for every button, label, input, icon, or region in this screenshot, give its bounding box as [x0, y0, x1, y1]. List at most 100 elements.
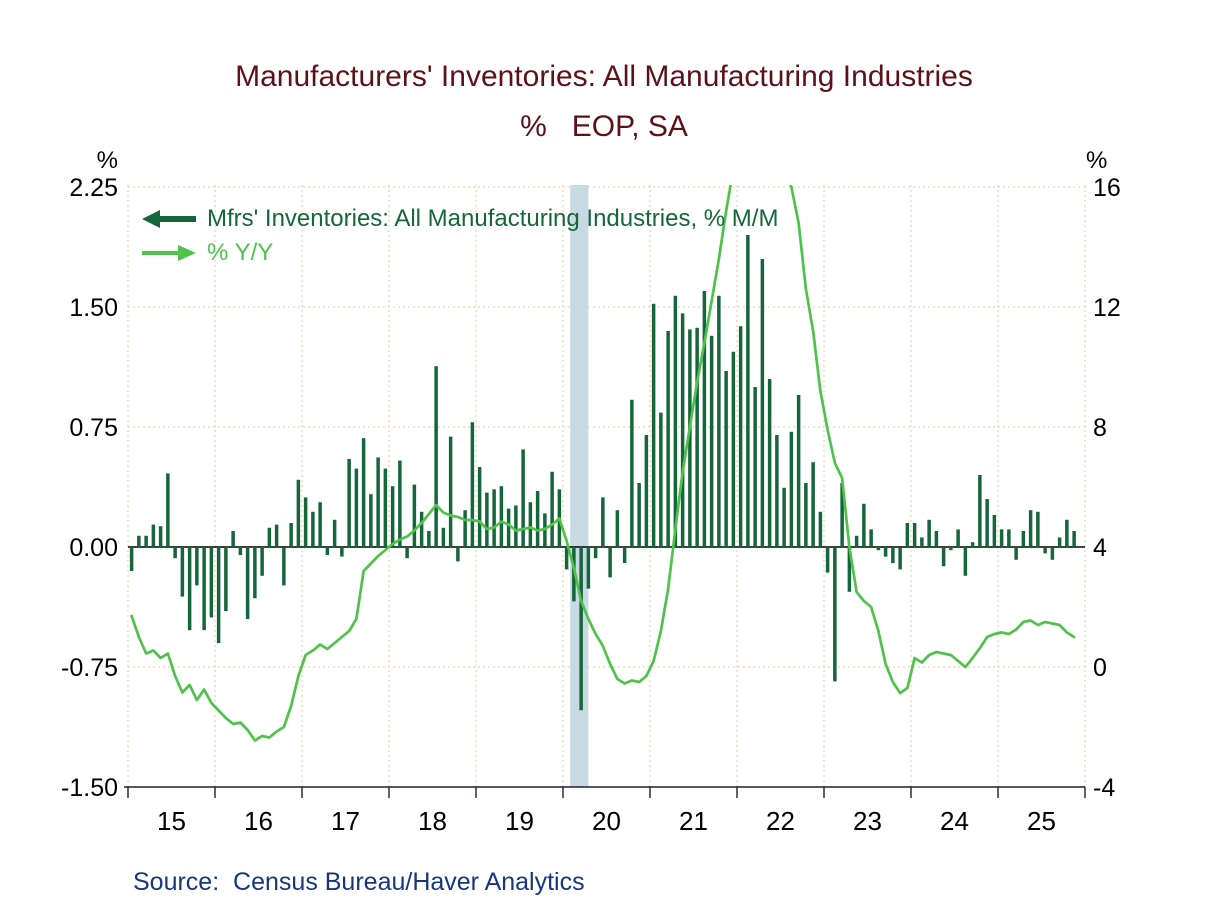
mm-bar — [303, 497, 308, 547]
x-axis-tick-label: 19 — [505, 806, 534, 836]
mm-bar — [883, 547, 888, 557]
mm-bar — [963, 547, 968, 576]
right-axis-tick-label: 12 — [1093, 294, 1121, 322]
mm-bar — [869, 529, 873, 547]
mm-bar — [876, 547, 881, 551]
mm-bar — [702, 291, 707, 547]
mm-bar — [949, 547, 953, 551]
mm-bar — [847, 547, 852, 592]
mm-bar — [137, 535, 141, 547]
mm-bar — [738, 326, 743, 547]
mm-bar — [644, 435, 649, 547]
mm-bar — [1065, 519, 1069, 547]
left-axis-tick-label: -1.50 — [61, 774, 118, 802]
mm-bar — [506, 508, 511, 547]
mm-bar — [456, 547, 460, 562]
mm-bar — [586, 547, 591, 589]
mm-bar — [332, 519, 337, 547]
mm-bar — [282, 547, 286, 586]
x-axis-tick-label: 21 — [679, 806, 708, 836]
mm-bar — [724, 371, 728, 547]
legend-item-yy: % Y/Y — [142, 239, 273, 267]
mm-bar — [144, 535, 148, 547]
mm-bar — [659, 412, 663, 547]
mm-bar — [477, 467, 482, 547]
mm-bar — [978, 475, 982, 547]
mm-bar — [1014, 547, 1018, 560]
mm-bar — [238, 547, 243, 555]
mm-bar — [1072, 531, 1076, 547]
mm-bar — [245, 547, 250, 619]
mm-bar — [934, 531, 939, 547]
mm-bar — [709, 335, 714, 547]
x-axis-tick-label: 17 — [331, 806, 360, 836]
right-axis-tick-label: 0 — [1093, 654, 1107, 682]
mm-bar — [514, 505, 518, 547]
mm-bar — [796, 395, 801, 547]
mm-bar — [129, 547, 134, 571]
mm-bar — [1021, 531, 1026, 547]
mm-bar — [166, 473, 170, 547]
mm-bar — [1050, 547, 1055, 560]
mm-bar — [804, 483, 808, 547]
mm-bar — [767, 379, 772, 547]
mm-bar — [651, 303, 656, 547]
x-axis-tick-label: 20 — [592, 806, 621, 836]
mm-bar — [151, 524, 156, 547]
recession-band — [570, 185, 589, 787]
mm-bar — [398, 460, 402, 547]
mm-bar — [782, 487, 786, 547]
mm-bar — [622, 547, 627, 563]
legend-label-mm: Mfrs' Inventories: All Manufacturing Ind… — [207, 205, 779, 232]
mm-bar — [390, 486, 395, 547]
mm-bar — [941, 547, 946, 567]
mm-bar — [158, 526, 163, 547]
mm-bar — [347, 459, 351, 547]
mm-bar — [891, 547, 895, 563]
mm-bar — [311, 511, 315, 547]
mm-bar — [898, 547, 902, 570]
mm-bar — [1028, 510, 1033, 547]
x-axis-tick-label: 22 — [766, 806, 795, 836]
mm-bar — [811, 462, 815, 547]
mm-bar — [195, 547, 199, 586]
mm-bar — [927, 519, 931, 547]
legend-label-yy: % Y/Y — [207, 239, 274, 266]
mm-bar — [854, 535, 859, 547]
left-axis-tick-label: -0.75 — [61, 654, 118, 682]
mm-bar — [209, 547, 214, 618]
mm-bar — [535, 491, 540, 547]
mm-bar — [579, 547, 583, 711]
mm-bar — [441, 527, 446, 547]
right-axis-tick-label: 16 — [1093, 174, 1121, 202]
mm-bar — [970, 542, 975, 547]
mm-bar — [224, 547, 228, 611]
left-axis-tick-label: 1.50 — [69, 294, 118, 322]
mm-bar — [992, 515, 997, 547]
mm-bar — [216, 547, 221, 643]
mm-bar — [405, 547, 409, 559]
mm-bar — [905, 523, 910, 547]
page-title: Manufacturers' Inventories: All Manufact… — [235, 60, 973, 93]
mm-bar — [920, 537, 924, 547]
mm-bar — [775, 435, 779, 547]
x-axis-tick-label: 25 — [1027, 806, 1056, 836]
right-axis-tick-label: 8 — [1093, 414, 1107, 442]
mm-bar — [666, 331, 670, 547]
mm-bar — [202, 547, 206, 631]
mm-bar — [1043, 547, 1047, 554]
mm-bar — [637, 483, 641, 547]
mm-bar — [521, 449, 525, 547]
left-axis-tick-label: 2.25 — [69, 174, 118, 202]
mm-bar — [630, 399, 634, 547]
source-text: Source: Census Bureau/Haver Analytics — [133, 868, 585, 896]
mm-bar — [528, 502, 533, 547]
right-axis-unit: % — [1086, 147, 1107, 174]
gridlines — [127, 185, 1086, 787]
mm-bar — [361, 438, 366, 547]
mm-bar — [383, 468, 388, 547]
x-axis-tick-label: 16 — [244, 806, 273, 836]
mm-bar — [789, 431, 794, 547]
mm-bar — [1057, 537, 1062, 547]
